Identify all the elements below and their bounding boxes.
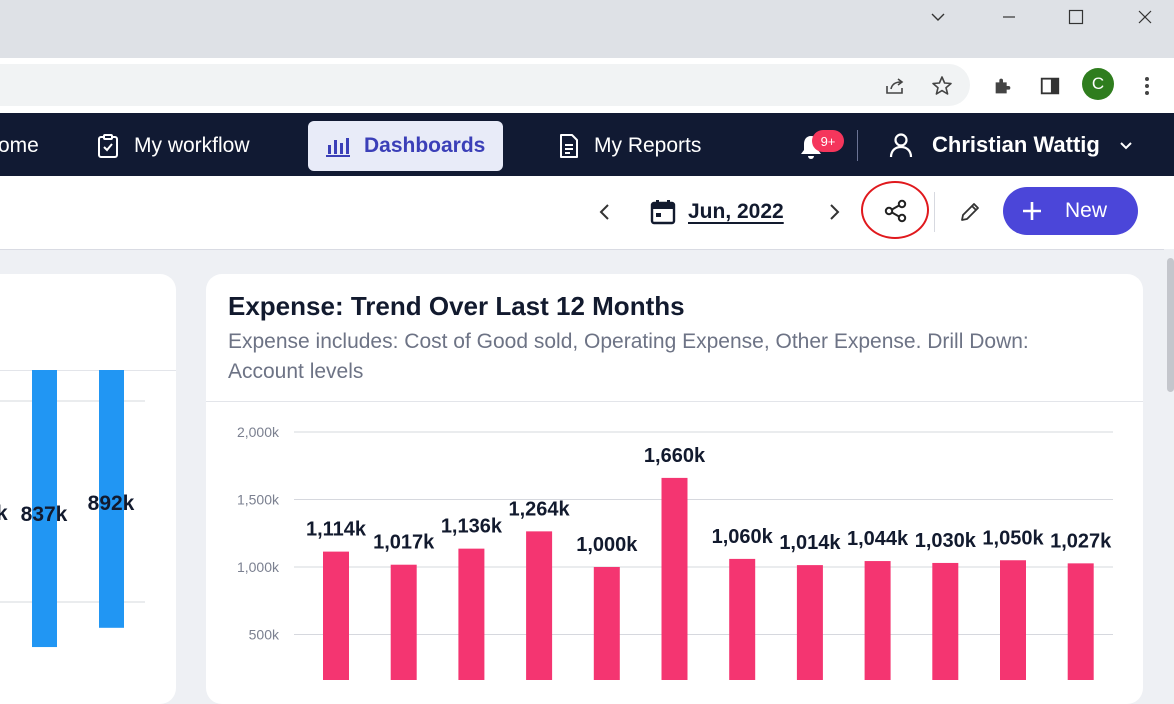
bar-data-label: 1,136k: [441, 516, 503, 538]
nav-item-dashboards[interactable]: Dashboards: [308, 121, 504, 171]
clipboard-check-icon: [98, 134, 118, 158]
y-tick-label: 500k: [249, 627, 280, 643]
more-vertical-icon: [1145, 77, 1149, 95]
left-bar-label: 892k: [88, 492, 135, 515]
bar-data-label: 1,030k: [915, 530, 977, 552]
y-tick-label: 1,500k: [237, 492, 280, 508]
user-menu[interactable]: Christian Wattig: [888, 124, 1134, 166]
card-title: Expense: Trend Over Last 12 Months: [228, 291, 685, 321]
minimize-button[interactable]: [986, 0, 1032, 34]
dashboard-toolbar: [0, 176, 1174, 250]
nav-item-label: My workflow: [134, 134, 250, 157]
close-window-button[interactable]: [1122, 0, 1168, 34]
bar-data-label: 1,060k: [712, 526, 774, 548]
left-bar-label: 837k: [21, 503, 68, 526]
nav-divider: [857, 130, 858, 161]
share-page-button[interactable]: [879, 70, 911, 102]
left-bar-label: k: [0, 502, 8, 525]
date-picker[interactable]: Jun, 2022: [650, 196, 784, 228]
expense-bar: [458, 548, 485, 680]
bar-data-label: 1,017k: [373, 532, 435, 554]
share-button[interactable]: [863, 184, 929, 238]
expense-bar: [729, 558, 756, 680]
expense-bar: [932, 562, 959, 680]
y-tick-label: 1,000k: [237, 559, 280, 575]
share-page-icon: [886, 78, 904, 94]
edit-button[interactable]: [954, 196, 986, 228]
expense-bar: [526, 531, 553, 680]
left-card-chart: k 837k 892k: [0, 370, 176, 648]
expense-bar: [864, 561, 891, 680]
app-navigation-bar: [0, 113, 1174, 176]
expense-bar-chart: 2,000k 1,500k 1,000k 500k 1,114k 1,017k 1,136k…: [237, 424, 1113, 680]
extensions-button[interactable]: [987, 70, 1019, 102]
star-icon: [932, 76, 952, 95]
bookmark-star-button[interactable]: [926, 70, 958, 102]
new-button[interactable]: New: [1003, 187, 1138, 235]
notification-badge: 9+: [812, 130, 844, 152]
expense-bar: [593, 567, 620, 680]
profile-initial: C: [1091, 74, 1105, 93]
expense-bar: [661, 477, 688, 680]
pencil-icon: [961, 203, 979, 221]
card-subtitle: Expense includes: Cost of Good sold, Ope…: [228, 330, 1029, 383]
chevron-right-icon: [830, 204, 840, 220]
expense-bar: [796, 565, 823, 680]
bar-data-label: 1,660k: [644, 445, 706, 467]
date-label: Jun, 2022: [688, 200, 784, 223]
plus-icon: [1023, 202, 1041, 220]
expense-bar: [1067, 563, 1094, 680]
address-bar-row: [0, 58, 1174, 113]
bar-data-label: 1,114k: [306, 519, 367, 541]
maximize-button[interactable]: [1053, 0, 1099, 34]
puzzle-icon: [995, 78, 1011, 94]
expense-bar: [1000, 560, 1026, 680]
browser-menu-button[interactable]: [1131, 70, 1163, 102]
expense-bar: [390, 564, 417, 680]
document-icon: [560, 134, 578, 158]
close-icon: [1138, 10, 1152, 24]
nav-item-my-reports[interactable]: My Reports: [558, 121, 701, 171]
profile-avatar[interactable]: C: [1082, 68, 1114, 100]
calendar-icon: [650, 200, 676, 225]
side-panel-button[interactable]: [1034, 70, 1066, 102]
user-name: Christian Wattig: [932, 132, 1100, 157]
page-scrollbar-track[interactable]: [1164, 249, 1174, 680]
new-button-label: New: [1065, 199, 1108, 222]
toolbar-divider: [934, 192, 935, 232]
previous-period-button[interactable]: [592, 198, 618, 226]
bar-chart-icon: [326, 138, 350, 157]
next-period-button[interactable]: [821, 198, 847, 226]
chevron-down-icon: [931, 13, 945, 21]
browser-tab-strip: [0, 0, 1174, 58]
side-panel-icon: [1040, 77, 1060, 95]
bar-data-label: 1,014k: [779, 532, 841, 554]
nav-item-label: ome: [0, 134, 39, 157]
left-bar: [99, 370, 124, 628]
expense-bar: [323, 551, 349, 680]
bar-data-label: 1,264k: [509, 498, 571, 520]
nav-item-my-workflow[interactable]: My workflow: [96, 121, 250, 171]
page-scrollbar-thumb[interactable]: [1167, 258, 1174, 392]
tab-search-button[interactable]: [915, 0, 961, 34]
nav-item-home[interactable]: ome: [0, 121, 39, 171]
maximize-icon: [1068, 9, 1084, 25]
bar-data-label: 1,044k: [847, 528, 909, 550]
chevron-left-icon: [599, 204, 609, 220]
nav-item-label: Dashboards: [364, 134, 486, 157]
omnibox[interactable]: [0, 64, 970, 106]
share-icon: [884, 199, 907, 223]
left-dashboard-card: [0, 274, 176, 704]
nav-item-label: My Reports: [594, 134, 702, 157]
user-icon: [889, 133, 913, 158]
left-bar: [32, 370, 57, 648]
bar-data-label: 1,000k: [576, 534, 638, 556]
bar-data-label: 1,027k: [1050, 530, 1112, 552]
y-tick-label: 2,000k: [237, 424, 280, 440]
chevron-down-icon: [1120, 142, 1132, 150]
bar-data-label: 1,050k: [982, 527, 1044, 549]
card-divider: [206, 401, 1143, 402]
minimize-icon: [1003, 16, 1015, 18]
